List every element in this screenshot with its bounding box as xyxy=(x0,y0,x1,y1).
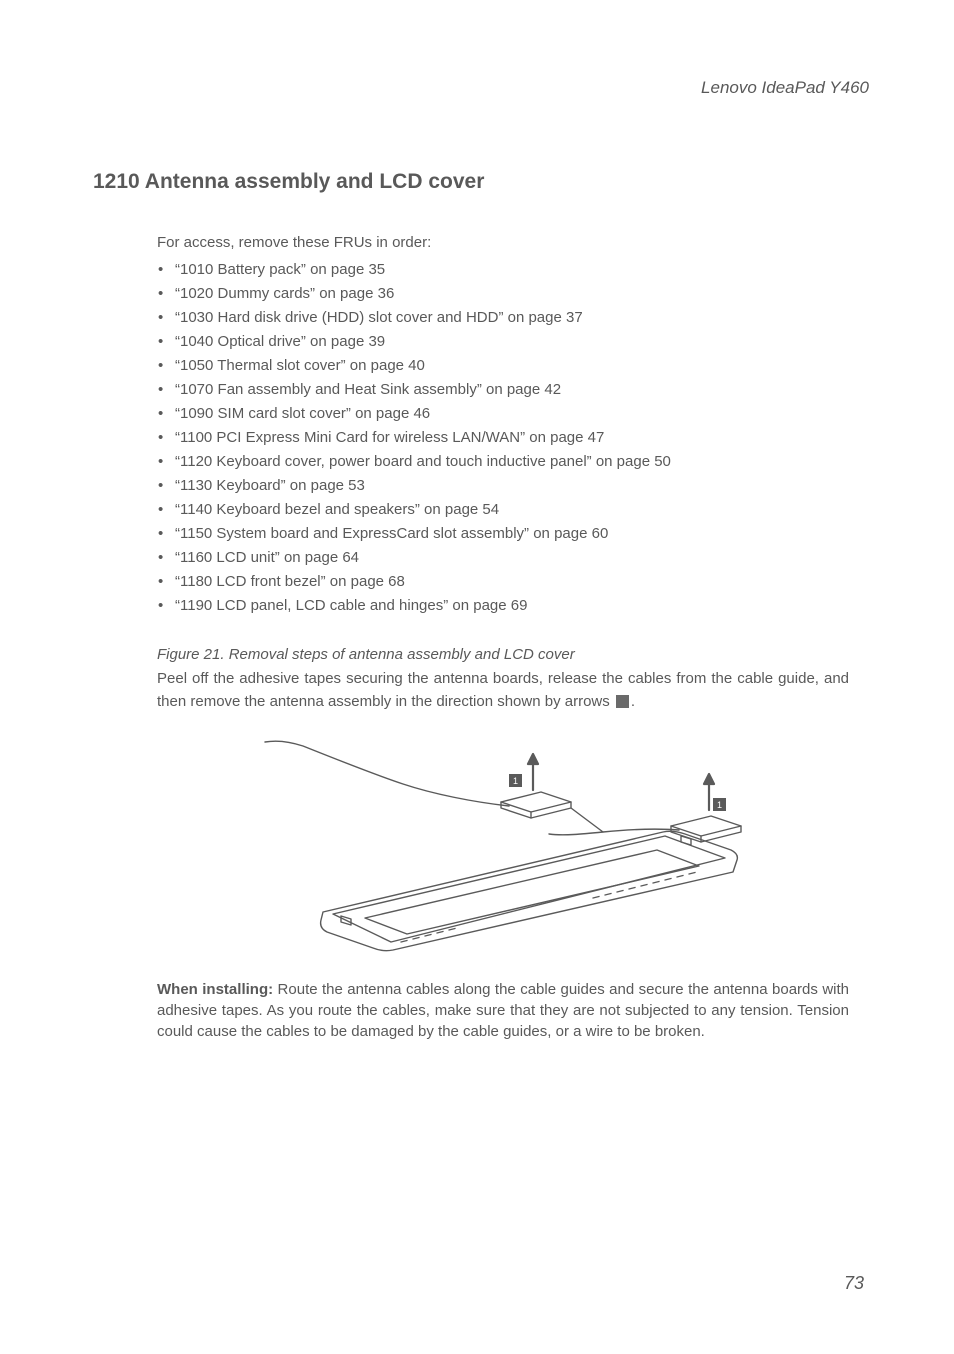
list-item: “1030 Hard disk drive (HDD) slot cover a… xyxy=(157,306,849,330)
page-number: 73 xyxy=(844,1273,864,1294)
list-item: “1150 System board and ExpressCard slot … xyxy=(157,522,849,546)
figure-description: Peel off the adhesive tapes securing the… xyxy=(157,667,849,714)
list-item: “1020 Dummy cards” on page 36 xyxy=(157,282,849,306)
list-item: “1190 LCD panel, LCD cable and hinges” o… xyxy=(157,594,849,618)
list-item: “1070 Fan assembly and Heat Sink assembl… xyxy=(157,378,849,402)
list-item: “1140 Keyboard bezel and speakers” on pa… xyxy=(157,498,849,522)
figure-desc-after: . xyxy=(631,693,635,710)
list-item: “1010 Battery pack” on page 35 xyxy=(157,258,849,282)
fru-list: “1010 Battery pack” on page 35 “1020 Dum… xyxy=(157,258,849,618)
install-note: When installing: Route the antenna cable… xyxy=(157,979,849,1042)
svg-text:1: 1 xyxy=(513,776,518,786)
install-lead: When installing: xyxy=(157,981,273,998)
svg-text:1: 1 xyxy=(717,800,722,810)
callout-marker-icon xyxy=(616,695,629,708)
product-header: Lenovo IdeaPad Y460 xyxy=(85,78,869,98)
list-item: “1050 Thermal slot cover” on page 40 xyxy=(157,354,849,378)
list-item: “1160 LCD unit” on page 64 xyxy=(157,546,849,570)
list-item: “1180 LCD front bezel” on page 68 xyxy=(157,570,849,594)
list-item: “1040 Optical drive” on page 39 xyxy=(157,330,849,354)
list-item: “1130 Keyboard” on page 53 xyxy=(157,474,849,498)
figure-caption: Figure 21. Removal steps of antenna asse… xyxy=(157,646,849,663)
section-heading: 1210 Antenna assembly and LCD cover xyxy=(93,170,869,194)
figure-desc-before: Peel off the adhesive tapes securing the… xyxy=(157,670,849,710)
list-item: “1090 SIM card slot cover” on page 46 xyxy=(157,402,849,426)
diagram-figure: 1 1 xyxy=(157,732,849,957)
list-item: “1100 PCI Express Mini Card for wireless… xyxy=(157,426,849,450)
fru-intro: For access, remove these FRUs in order: xyxy=(157,234,849,251)
lcd-cover-diagram: 1 1 xyxy=(233,732,773,952)
list-item: “1120 Keyboard cover, power board and to… xyxy=(157,450,849,474)
